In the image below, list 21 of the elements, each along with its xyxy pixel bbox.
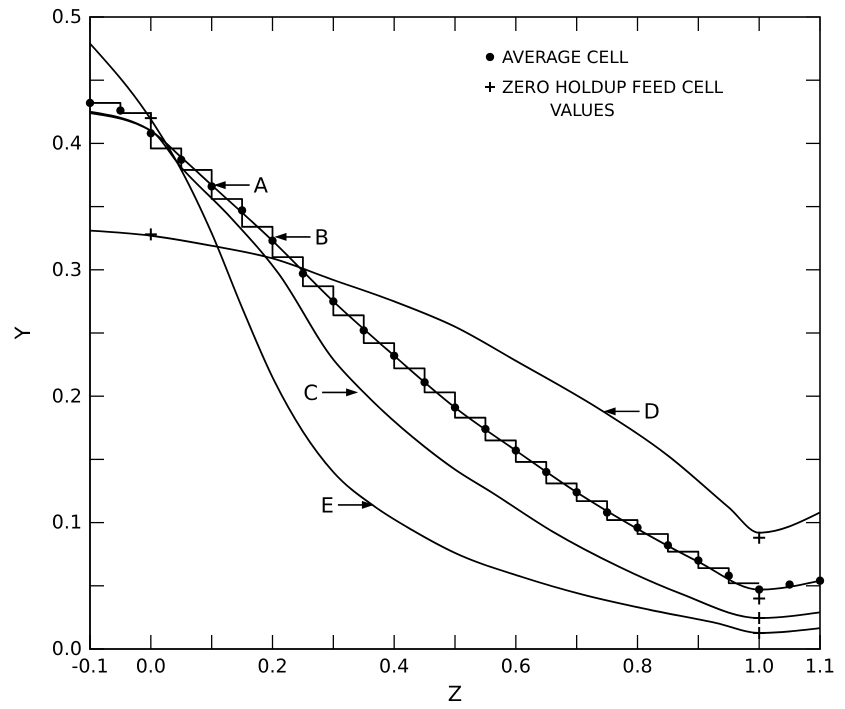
- y-tick-label: 0.1: [52, 512, 82, 534]
- x-tick-label: 0.2: [257, 655, 288, 678]
- legend-label: AVERAGE CELL: [502, 48, 629, 68]
- y-axis-title: Y: [11, 326, 35, 340]
- annotation: E: [320, 493, 334, 518]
- x-tick-label: 0.6: [500, 655, 531, 678]
- x-tick-label: 1.1: [804, 655, 836, 678]
- y-tick-label: 0.2: [52, 385, 82, 408]
- x-tick-label: 0.0: [136, 655, 166, 678]
- x-tick-label: 0.8: [622, 655, 653, 678]
- annotation: C: [303, 380, 318, 405]
- x-axis-title: Z: [448, 682, 462, 706]
- annotation: A: [254, 173, 269, 198]
- y-tick-label: 0.4: [52, 132, 82, 154]
- y-tick-label: 0.3: [52, 258, 82, 281]
- x-tick-label: 1.0: [744, 655, 774, 678]
- annotation: D: [644, 400, 660, 424]
- legend-label: ZERO HOLDUP FEED CELL VALUES: [502, 78, 724, 121]
- x-tick-label: 0.4: [379, 655, 410, 678]
- y-tick-label: 0.5: [52, 6, 82, 28]
- annotation: B: [314, 225, 329, 250]
